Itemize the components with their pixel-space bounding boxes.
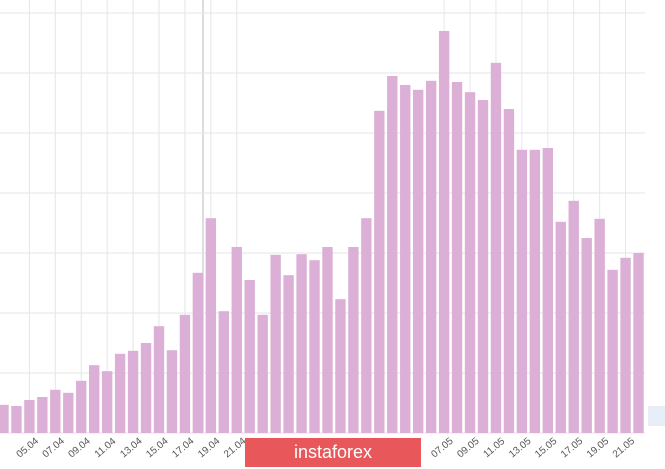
bar	[438, 31, 450, 433]
bar	[283, 275, 294, 433]
bar	[335, 299, 346, 433]
bar	[37, 397, 48, 433]
bar	[24, 400, 35, 433]
bar	[63, 392, 74, 433]
bar	[270, 254, 281, 433]
bar	[400, 85, 411, 433]
bar	[413, 89, 424, 434]
bar	[101, 371, 113, 433]
x-tick-label: 07.04	[41, 436, 68, 461]
bar	[516, 149, 528, 434]
bar	[348, 247, 359, 433]
watermark-box	[245, 438, 421, 467]
bar	[11, 406, 22, 433]
x-tick-label: 21.04	[222, 436, 249, 461]
bar	[477, 100, 489, 433]
x-tick-label: 13.05	[507, 436, 534, 461]
x-tick-label: 11.04	[93, 436, 119, 460]
x-tick-label: 11.05	[482, 436, 508, 460]
watermark: instaforex	[294, 442, 372, 462]
bar	[568, 200, 579, 433]
bar	[114, 353, 126, 433]
bar	[244, 280, 255, 433]
bar	[257, 314, 268, 433]
bar	[76, 380, 87, 433]
bar	[127, 350, 139, 433]
bar	[620, 257, 631, 433]
x-tick-label: 13.04	[118, 436, 145, 461]
x-tick-label: 09.04	[67, 436, 94, 461]
bar	[166, 350, 178, 433]
bar	[205, 218, 217, 433]
bar	[464, 92, 476, 433]
bar	[309, 260, 320, 433]
bar	[594, 218, 605, 433]
bar	[50, 389, 61, 433]
bar	[581, 238, 592, 433]
x-tick-label: 19.04	[196, 436, 223, 461]
bar	[542, 148, 553, 433]
x-tick-label: 15.04	[144, 436, 171, 461]
x-tick-label: 05.04	[15, 436, 42, 461]
bar	[218, 311, 229, 433]
bar	[179, 314, 191, 433]
bar	[490, 62, 502, 434]
bar	[555, 221, 566, 433]
bar	[89, 365, 100, 433]
bar	[387, 76, 398, 433]
bar	[0, 404, 9, 433]
x-tick-label: 19.05	[585, 436, 612, 461]
bar	[140, 343, 152, 433]
x-tick-label: 17.05	[559, 436, 586, 461]
bar	[192, 272, 204, 433]
bar	[451, 82, 463, 433]
bar	[153, 326, 165, 433]
x-tick-label: 07.05	[429, 436, 456, 461]
bar	[231, 247, 242, 433]
bar	[607, 269, 618, 433]
bar	[503, 109, 515, 433]
x-tick-label: 09.05	[455, 436, 482, 461]
bar	[529, 149, 541, 434]
bar	[296, 254, 307, 433]
bar	[361, 218, 372, 433]
x-tick-label: 17.04	[170, 436, 197, 461]
bar	[425, 80, 437, 434]
scroll-handle	[648, 406, 665, 426]
bar	[322, 247, 333, 433]
bar	[374, 110, 385, 434]
bar	[633, 253, 644, 433]
x-tick-label: 15.05	[533, 436, 560, 461]
x-tick-label: 21.05	[611, 436, 638, 461]
